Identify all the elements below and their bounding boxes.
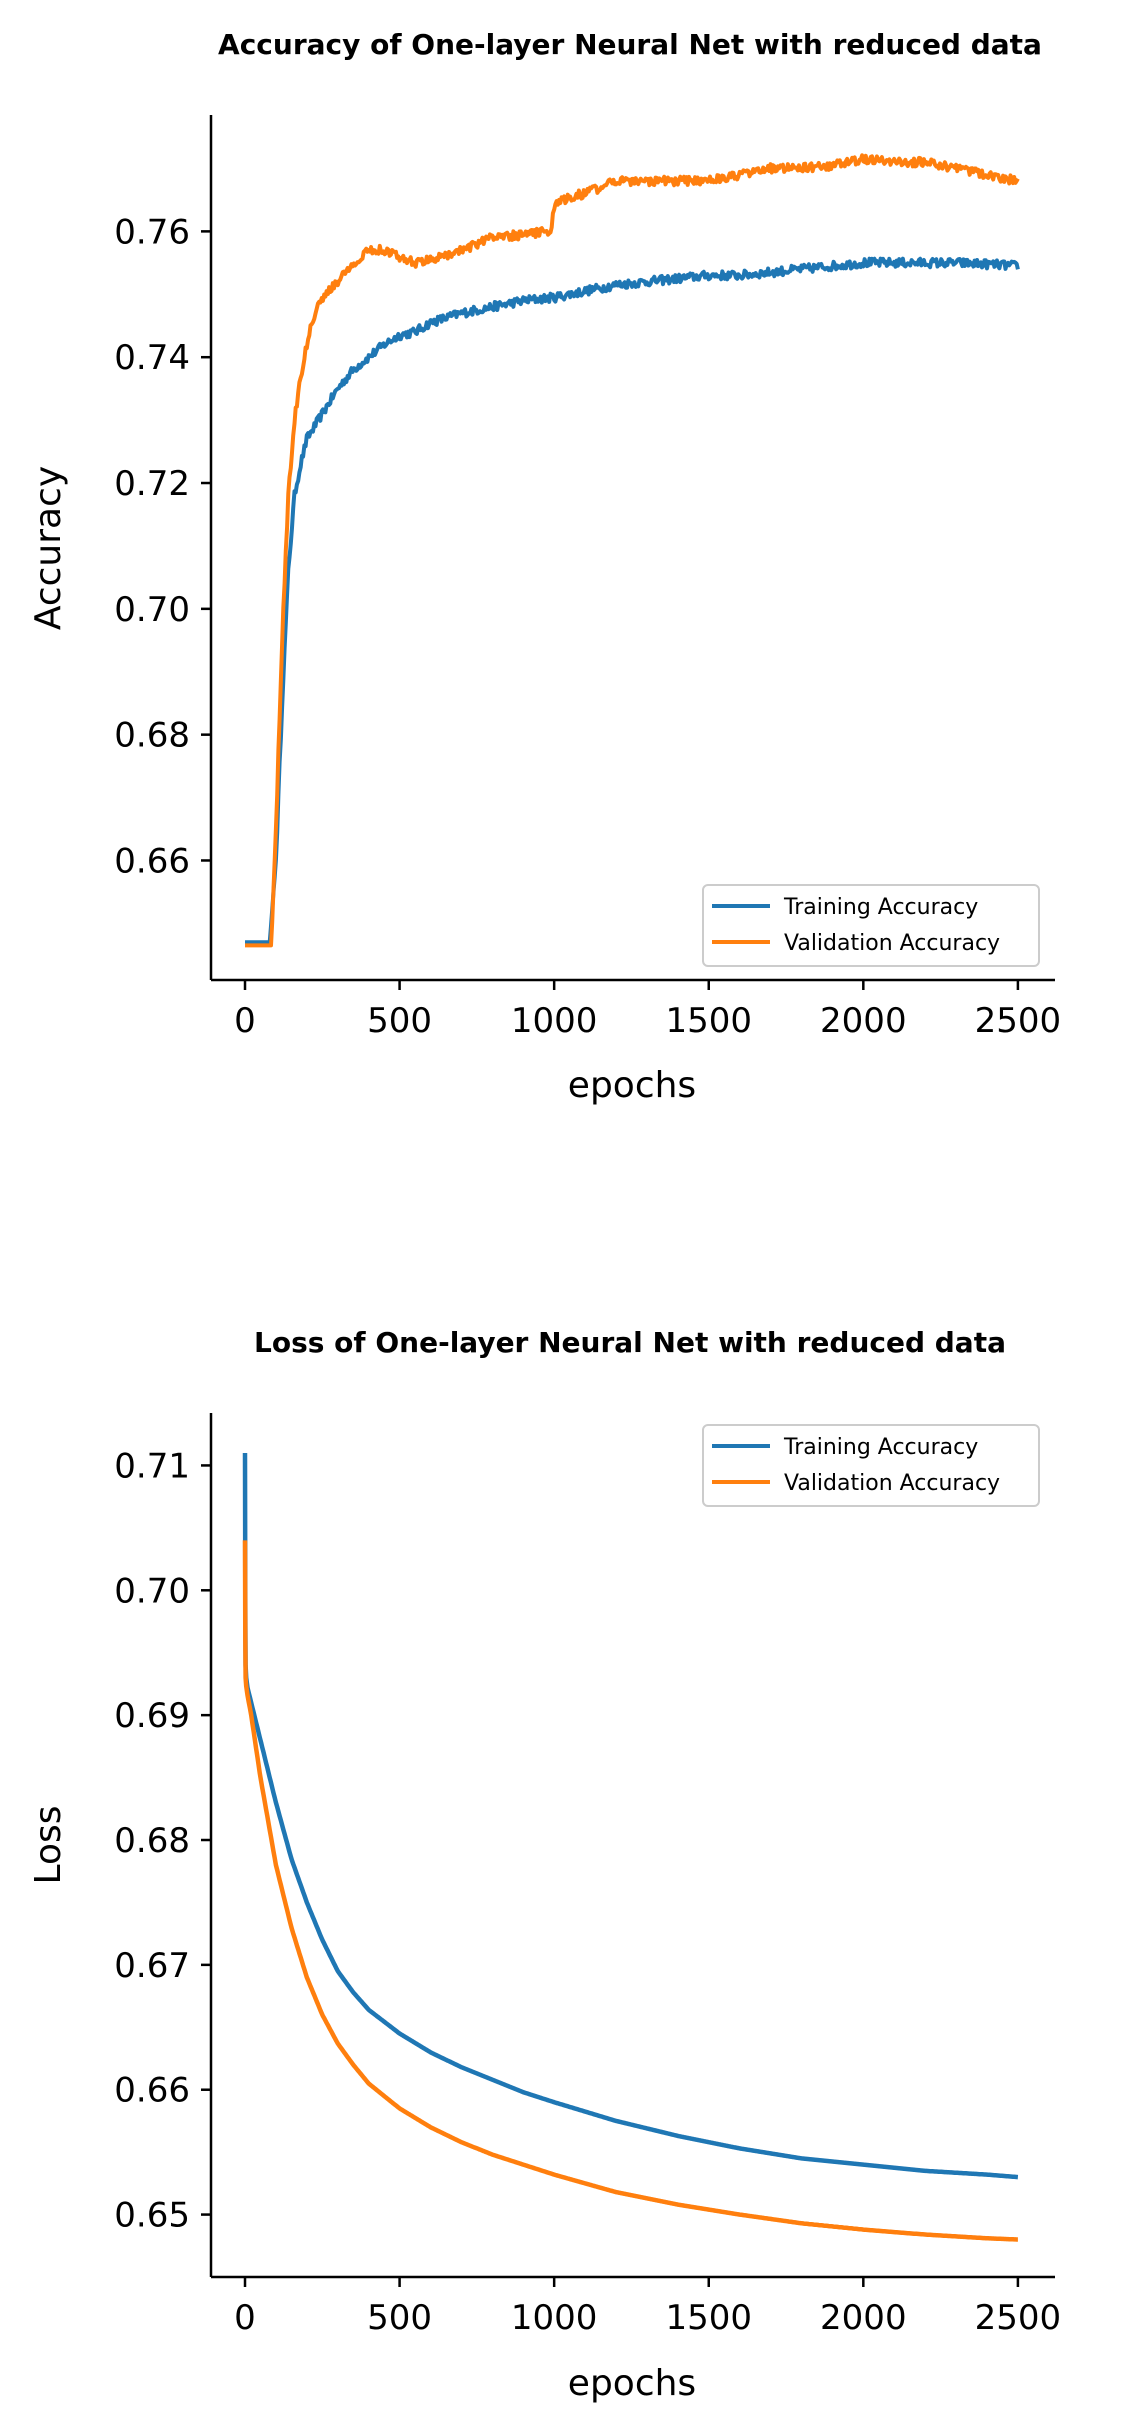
loss-y-tick-label: 0.68 — [114, 1821, 190, 1861]
loss-chart: Loss of One-layer Neural Net with reduce… — [28, 1326, 1061, 2404]
accuracy-legend: Training Accuracy Validation Accuracy — [702, 884, 1040, 967]
loss-x-axis-label: epochs — [568, 2363, 696, 2404]
loss-y-tick-label: 0.71 — [114, 1446, 190, 1486]
loss-y-tick-label: 0.67 — [114, 1946, 190, 1986]
loss-x-tick-label: 0 — [234, 2298, 256, 2338]
accuracy-training-line — [244, 256, 1020, 945]
loss-y-tick-label: 0.66 — [114, 2071, 190, 2111]
accuracy-x-tick-label: 500 — [367, 1001, 432, 1041]
accuracy-y-tick-label: 0.66 — [114, 841, 190, 881]
accuracy-legend-box — [702, 884, 1040, 967]
loss-x-tick-label: 2500 — [975, 2298, 1062, 2338]
accuracy-y-tick-label: 0.72 — [114, 464, 190, 504]
accuracy-x-tick-label: 0 — [234, 1001, 256, 1041]
accuracy-legend-validation-label: Validation Accuracy — [784, 931, 1000, 956]
loss-y-axis-label: Loss — [28, 1806, 69, 1885]
loss-legend: Training Accuracy Validation Accuracy — [702, 1424, 1040, 1507]
accuracy-y-tick-label: 0.76 — [114, 212, 190, 252]
loss-legend-training-label: Training Accuracy — [783, 1435, 978, 1460]
accuracy-y-tick-label: 0.70 — [114, 590, 190, 630]
loss-legend-validation-label: Validation Accuracy — [784, 1471, 1000, 1496]
loss-x-tick-label: 1000 — [511, 2298, 598, 2338]
loss-x-tick-label: 1500 — [665, 2298, 752, 2338]
accuracy-validation-line — [244, 153, 1020, 948]
loss-x-tick-label: 2000 — [820, 2298, 907, 2338]
accuracy-y-tick-label: 0.68 — [114, 716, 190, 756]
loss-y-tick-label: 0.65 — [114, 2196, 190, 2236]
loss-training-line — [242, 1452, 1019, 2180]
accuracy-series-lines — [244, 153, 1020, 948]
loss-y-tick-label: 0.70 — [114, 1571, 190, 1611]
loss-y-tick-label: 0.69 — [114, 1696, 190, 1736]
loss-chart-title: Loss of One-layer Neural Net with reduce… — [254, 1326, 1006, 1359]
loss-x-tick-label: 500 — [367, 2298, 432, 2338]
accuracy-chart: Accuracy of One-layer Neural Net with re… — [28, 28, 1061, 1106]
accuracy-chart-title: Accuracy of One-layer Neural Net with re… — [218, 28, 1042, 61]
accuracy-x-tick-label: 2000 — [820, 1001, 907, 1041]
accuracy-y-tick-label: 0.74 — [114, 338, 190, 378]
loss-series-lines — [242, 1452, 1019, 2242]
loss-validation-line — [242, 1540, 1019, 2242]
accuracy-x-tick-label: 1000 — [511, 1001, 598, 1041]
loss-ticks: 0 500 1000 1500 2000 2500 0.65 0.66 0.67 0.68 0.69… — [114, 1446, 1061, 2338]
accuracy-ticks: 0 500 1000 1500 2000 2500 0.66 0.68 0.70 0.72 0.74… — [114, 212, 1061, 1041]
accuracy-x-axis-label: epochs — [568, 1065, 696, 1106]
loss-legend-box — [702, 1424, 1040, 1507]
accuracy-x-tick-label: 1500 — [665, 1001, 752, 1041]
accuracy-y-axis-label: Accuracy — [28, 466, 69, 630]
accuracy-x-tick-label: 2500 — [975, 1001, 1062, 1041]
accuracy-legend-training-label: Training Accuracy — [783, 895, 978, 920]
